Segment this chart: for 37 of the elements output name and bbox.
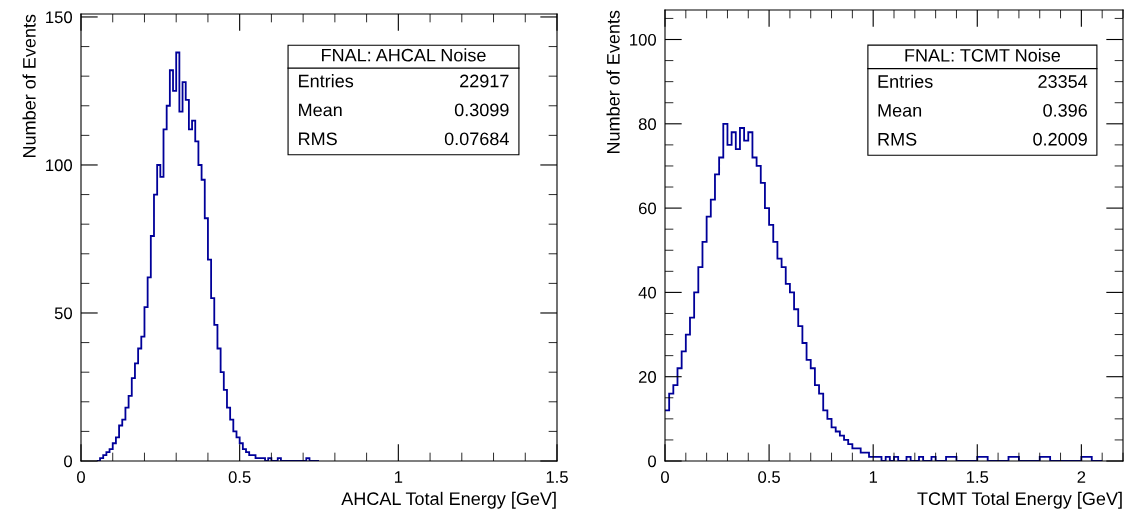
y-tick-label: 0 — [64, 455, 73, 468]
y-tick-label: 60 — [638, 202, 657, 215]
y-tick-label: 80 — [638, 118, 657, 131]
x-tick-label: 2 — [1077, 471, 1086, 483]
x-tick-label: 0.5 — [228, 471, 251, 483]
y-tick-label: 0 — [648, 455, 657, 468]
annotation: 0.07684 — [444, 132, 509, 146]
x-tick-label: 0.5 — [758, 471, 780, 483]
annotation: 0.3099 — [454, 103, 509, 117]
annotation: 0.396 — [1043, 103, 1087, 117]
x-axis-title: TCMT Total Energy [GeV] — [917, 491, 1122, 509]
x-tick-label: 0 — [77, 471, 85, 483]
annotation: Mean — [299, 103, 342, 117]
y-axis-title: Number of Events — [606, 10, 620, 154]
annotation: RMS — [299, 132, 337, 146]
annotation: RMS — [878, 132, 917, 146]
annotation: 23354 — [1038, 75, 1088, 88]
x-tick-label: 0 — [661, 471, 669, 483]
y-tick-label: 100 — [46, 159, 73, 172]
annotation: Mean — [878, 104, 922, 117]
y-tick-label: 100 — [630, 33, 657, 46]
y-tick-label: 50 — [54, 307, 73, 320]
x-axis-title: AHCAL Total Energy [GeV] — [341, 491, 556, 509]
annotation: 0.2009 — [1033, 132, 1087, 146]
annotation: 22917 — [460, 74, 509, 88]
annotation: FNAL: TCMT Noise — [905, 48, 1061, 62]
x-tick-label: 1.5 — [966, 471, 989, 483]
y-tick-label: 40 — [638, 286, 657, 299]
annotation: Entries — [878, 74, 933, 88]
y-axis-title: Number of Events — [22, 14, 36, 158]
annotation: Entries — [299, 74, 354, 88]
y-tick-label: 150 — [46, 11, 73, 24]
x-tick-label: 1 — [394, 471, 403, 483]
x-tick-label: 1 — [869, 471, 877, 483]
annotation: FNAL: AHCAL Noise — [322, 48, 486, 62]
x-tick-label: 1.5 — [546, 471, 568, 483]
y-tick-label: 20 — [638, 371, 657, 383]
